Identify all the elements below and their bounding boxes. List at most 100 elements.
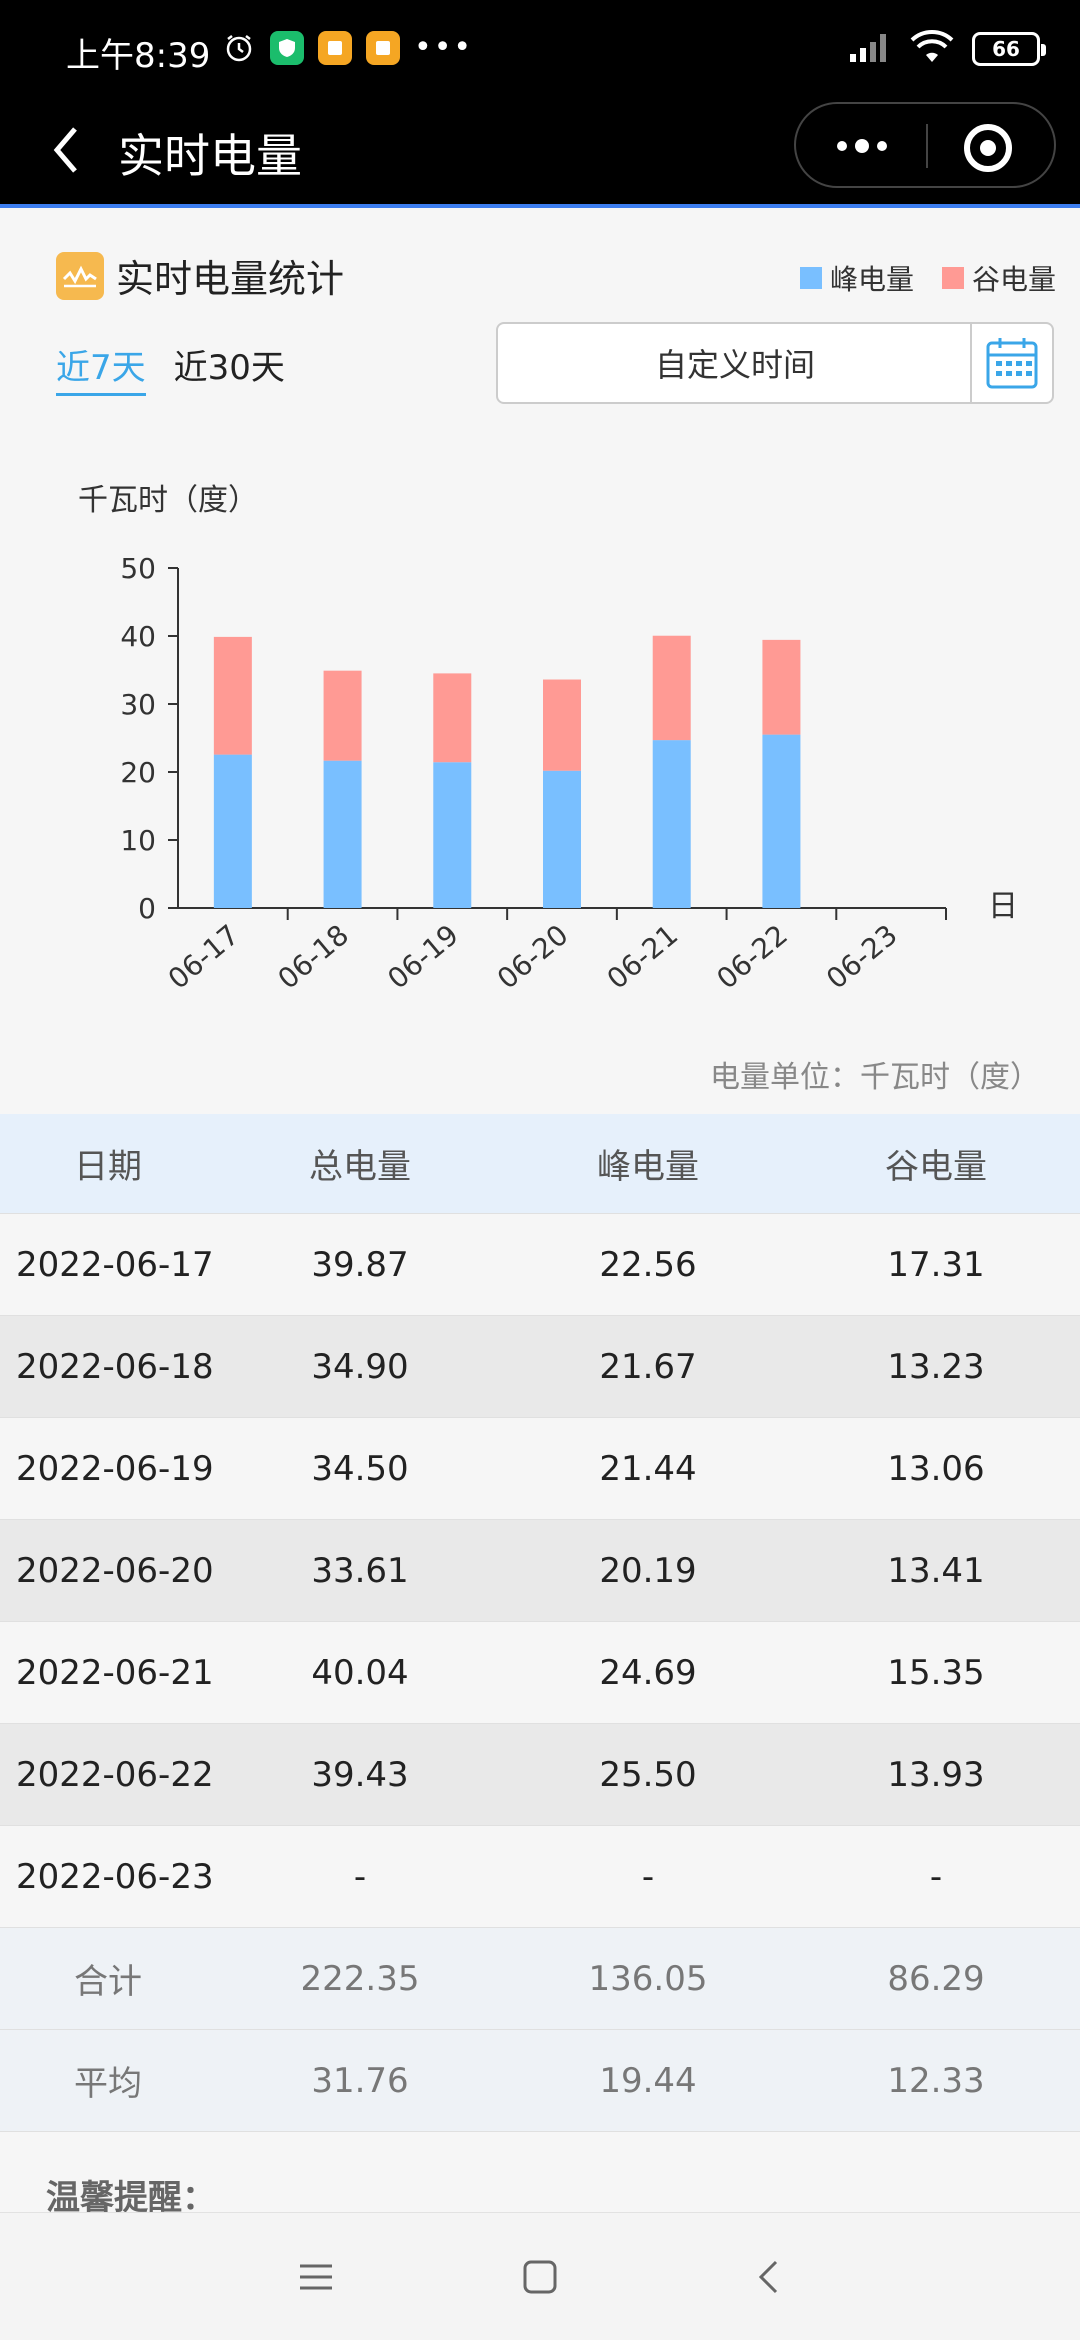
calendar-button[interactable] [970, 324, 1052, 402]
status-time: 上午8:39 [66, 36, 211, 76]
shield-app-icon [270, 30, 304, 65]
x-axis-title: 日 [988, 889, 1018, 924]
notification-app-icon [318, 30, 352, 65]
cell-peak: 21.67 [599, 1346, 697, 1387]
header-valley: 谷电量 [885, 1147, 987, 1187]
cell-valley: 15.35 [887, 1652, 985, 1693]
cell-date: 2022-06-17 [16, 1244, 214, 1285]
header-peak: 峰电量 [597, 1147, 699, 1187]
mini-program-capsule [794, 102, 1056, 188]
cell-peak: 21.44 [599, 1448, 697, 1489]
cell-date: 2022-06-18 [16, 1346, 214, 1387]
x-tick-label: 06-22 [710, 918, 794, 996]
tip-title: 温馨提醒： [46, 2178, 216, 2218]
bar-valley [762, 639, 801, 735]
energy-table: 日期 总电量 峰电量 谷电量 2022-06-17 39.87 22.56 17.31… [0, 1114, 1080, 2132]
cell-peak: - [641, 1856, 655, 1897]
y-tick-label: 20 [120, 756, 156, 789]
chevron-left-icon [53, 127, 77, 173]
x-tick-label: 06-20 [491, 918, 575, 996]
bar-peak [213, 754, 252, 908]
table-row: 2022-06-22 39.43 25.50 13.93 [0, 1724, 1080, 1826]
target-icon [980, 140, 996, 156]
x-tick-label: 06-18 [272, 918, 356, 996]
cell-date: 2022-06-21 [16, 1652, 214, 1693]
back-button[interactable] [36, 118, 96, 182]
cell-date: 2022-06-23 [16, 1856, 214, 1897]
unit-note: 电量单位：千瓦时（度） [710, 1060, 1040, 1095]
chart-stats-icon [56, 251, 104, 300]
bar-peak [323, 760, 362, 908]
page-title: 实时电量 [118, 129, 302, 183]
legend-label-peak: 峰电量 [829, 263, 914, 296]
table-row: 2022-06-20 33.61 20.19 13.41 [0, 1520, 1080, 1622]
bar-valley [433, 673, 472, 763]
y-tick-label: 0 [138, 892, 156, 925]
close-mini-program-button[interactable] [964, 124, 1012, 172]
y-tick-label: 10 [120, 824, 156, 857]
notification-app-icon-2 [366, 30, 400, 65]
table-row: 2022-06-19 34.50 21.44 13.06 [0, 1418, 1080, 1520]
custom-time-label[interactable]: 自定义时间 [654, 346, 815, 384]
y-tick-label: 50 [120, 552, 156, 585]
summary-total: 31.76 [311, 2060, 409, 2101]
bar-peak [543, 770, 581, 908]
system-back-button[interactable] [744, 2253, 792, 2301]
home-button[interactable] [516, 2253, 564, 2301]
cell-total: 39.43 [311, 1754, 409, 1795]
legend-swatch-peak [799, 267, 822, 289]
bar-valley [652, 635, 691, 741]
cell-peak: 24.69 [599, 1652, 697, 1693]
cell-date: 2022-06-19 [16, 1448, 214, 1489]
bar-valley [543, 679, 581, 771]
summary-total-row: 合计 222.35 136.05 86.29 [0, 1928, 1080, 2030]
cell-total: 40.04 [311, 1652, 409, 1693]
range-tabs: 近7天 近30天 [56, 340, 285, 396]
more-button[interactable] [832, 126, 892, 166]
cell-peak: 25.50 [599, 1754, 697, 1795]
summary-peak: 136.05 [588, 1958, 708, 1999]
energy-bar-chart: 千瓦时（度） 日 06-17 06-18 06-19 06-20 06-21 06-22 0… [78, 483, 1018, 996]
cell-valley: - [929, 1856, 943, 1897]
x-tick-label: 06-17 [162, 918, 246, 996]
cell-date: 2022-06-20 [16, 1550, 214, 1591]
summary-peak: 19.44 [599, 2060, 697, 2101]
bar-peak [433, 762, 472, 908]
bar-peak [762, 734, 801, 908]
menu-icon [300, 2264, 332, 2290]
summary-average-row: 平均 31.76 19.44 12.33 [0, 2030, 1080, 2132]
legend-swatch-valley [941, 267, 964, 289]
summary-valley: 86.29 [887, 1958, 985, 1999]
custom-time-picker[interactable]: 自定义时间 [496, 322, 1054, 404]
header-total: 总电量 [309, 1147, 411, 1187]
menu-button[interactable] [292, 2253, 340, 2301]
legend-label-valley: 谷电量 [971, 263, 1056, 296]
wifi-icon [910, 30, 954, 68]
tab-7-days[interactable]: 近7天 [56, 340, 146, 396]
y-axis-title: 千瓦时（度） [78, 483, 258, 518]
cell-total: 34.50 [311, 1448, 409, 1489]
tab-30-days[interactable]: 近30天 [173, 348, 285, 388]
alarm-icon [222, 31, 256, 65]
cell-peak: 20.19 [599, 1550, 697, 1591]
table-row: 2022-06-18 34.90 21.67 13.23 [0, 1316, 1080, 1418]
bar-valley [323, 670, 362, 761]
header-date: 日期 [74, 1147, 142, 1187]
cell-valley: 13.93 [887, 1754, 985, 1795]
more-notifications-icon: ••• [414, 30, 474, 65]
summary-total: 222.35 [300, 1958, 420, 1999]
nav-bar: 实时电量 [0, 96, 1080, 208]
cell-valley: 17.31 [887, 1244, 985, 1285]
bar-peak [652, 740, 691, 908]
more-dots-icon [837, 139, 887, 153]
home-square-icon [523, 2260, 557, 2294]
summary-label: 平均 [74, 2064, 142, 2104]
table-row: 2022-06-21 40.04 24.69 15.35 [0, 1622, 1080, 1724]
table-row: 2022-06-23 - - - [0, 1826, 1080, 1928]
calendar-icon [986, 338, 1038, 389]
y-tick-label: 30 [120, 688, 156, 721]
cell-peak: 22.56 [599, 1244, 697, 1285]
section-title: 实时电量统计 [116, 257, 345, 301]
summary-label: 合计 [74, 1962, 142, 2002]
cell-total: 33.61 [311, 1550, 409, 1591]
